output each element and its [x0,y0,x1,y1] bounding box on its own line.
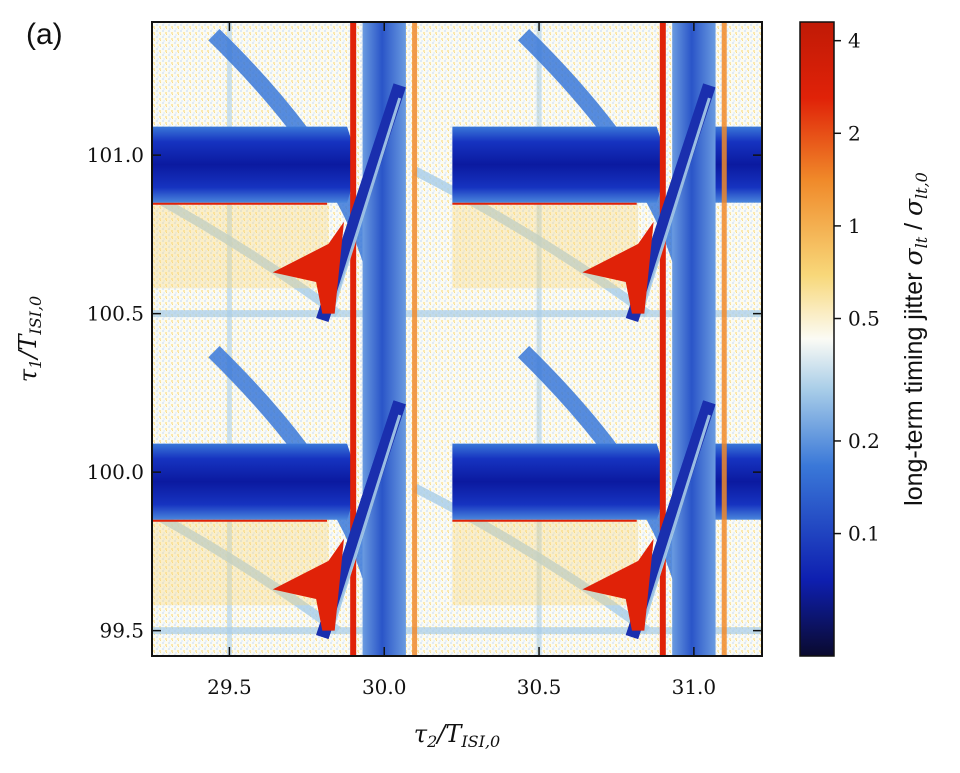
colorbar-tick-label: 0.2 [848,429,880,453]
diagonal-light-band [0,488,28,631]
steep-diagonal-highlight [639,97,711,315]
y-tick-label: 100.0 [87,460,144,484]
x-tick-label: 30.5 [517,675,562,699]
red-patch [582,221,654,314]
x-axis-label: τ2/TISI,0 [414,720,500,751]
horizontal-blue-band [152,443,354,520]
x-tick-label: 29.5 [207,675,252,699]
plot-frame [151,21,763,657]
y-tick-label: 101.0 [87,143,144,167]
diagonal-light-band [413,166,651,318]
orange-stripe [412,22,418,656]
orange-stripe [721,22,727,656]
panel-label: (a) [26,18,63,51]
x-tick-label: 31.0 [672,675,717,699]
colorbar-tick-label: 4 [848,29,861,53]
diagonal-blue-band [0,35,68,289]
horizontal-blue-band [452,126,664,203]
colorbar [799,21,835,657]
steep-diagonal-highlight [330,414,402,632]
heatmap-area [0,22,762,656]
colorbar-tick-label: 1 [848,214,861,238]
colorbar-tick-label: 2 [848,121,861,145]
red-patch [272,538,344,631]
colorbar-ticks: 4 2 1 0.5 0.2 0.1 [834,29,880,546]
red-stripe [659,22,666,656]
colorbar-tick-label: 0.5 [848,307,880,331]
red-stripe [350,22,357,656]
y-tick-label: 99.5 [99,619,144,643]
colorbar-label: long-term timing jitter σlt / σlt,0 [899,172,931,506]
colorbar-tick-label: 0.1 [848,522,880,546]
horizontal-blue-band [452,443,664,520]
red-patch [582,538,654,631]
diagonal-blue-band [0,352,68,606]
y-axis-label: τ1/TISI,0 [14,296,45,382]
y-axis-ticks: 99.5 100.0 100.5 101.0 [87,143,762,643]
steep-diagonal-highlight [639,414,711,632]
steep-diagonal-highlight [330,97,402,315]
y-tick-label: 100.5 [87,302,144,326]
diagonal-light-band [413,483,651,635]
diagonal-light-band [152,190,341,318]
diagonal-light-band [0,171,28,314]
x-tick-label: 30.0 [362,675,407,699]
red-patch [272,221,344,314]
diagonal-light-band [152,507,341,635]
x-axis-ticks: 29.5 30.0 30.5 31.0 [207,22,716,699]
heatmap-layer [0,22,762,656]
horizontal-blue-band [152,126,354,203]
